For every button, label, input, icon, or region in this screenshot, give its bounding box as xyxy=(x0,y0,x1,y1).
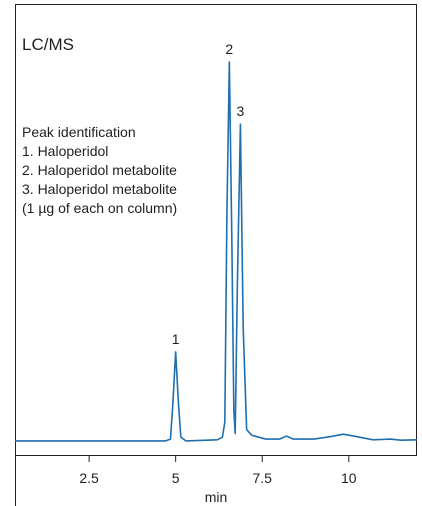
peak-label: 1 xyxy=(172,331,180,347)
legend-item: 3. Haloperidol metabolite xyxy=(22,181,177,197)
legend-item: (1 µg of each on column) xyxy=(22,200,177,216)
peak-label: 2 xyxy=(225,41,233,57)
x-tick-label: 2.5 xyxy=(79,470,99,486)
legend-title: Peak identification xyxy=(22,124,136,140)
frame xyxy=(15,4,417,506)
peak-label: 3 xyxy=(237,103,245,119)
legend-item: 2. Haloperidol metabolite xyxy=(22,162,177,178)
x-tick-label: 7.5 xyxy=(252,470,272,486)
x-tick-label: 5 xyxy=(172,470,180,486)
chromatogram-line xyxy=(15,61,418,442)
legend-item: 1. Haloperidol xyxy=(22,143,108,159)
chart-title: LC/MS xyxy=(22,35,74,54)
x-tick-label: 10 xyxy=(341,470,357,486)
x-axis-label: min xyxy=(205,489,228,505)
